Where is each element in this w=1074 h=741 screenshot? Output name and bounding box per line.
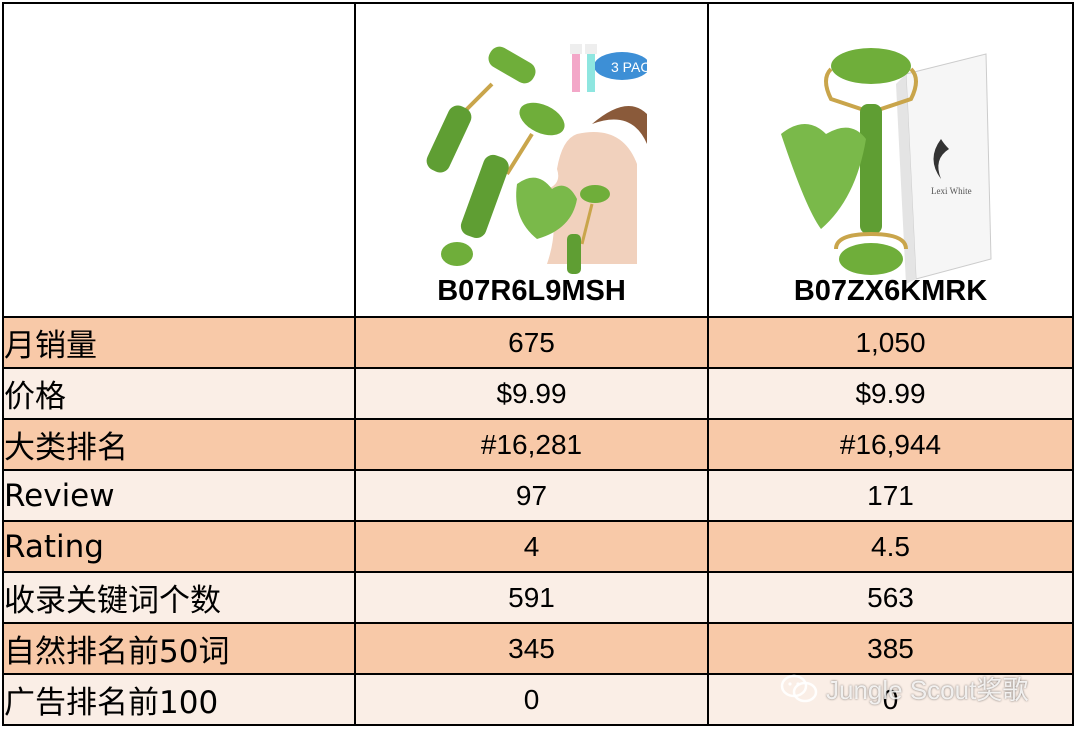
product-asin-2: B07ZX6KMRK: [793, 275, 988, 307]
table-row: 收录关键词个数 591 563: [2, 571, 1074, 624]
product-cell-1: 3 PAC: [354, 2, 709, 318]
comparison-table: 3 PAC: [2, 2, 1074, 726]
table-row: 广告排名前100 0 0: [2, 673, 1074, 726]
row-label: 月销量: [2, 316, 356, 369]
wechat-icon: [780, 674, 818, 702]
row-label: Rating: [2, 520, 356, 573]
table-row: Rating 4 4.5: [2, 520, 1074, 573]
cell-value: #16,944: [707, 418, 1074, 471]
cell-value: 0: [707, 673, 1074, 726]
cell-value: 1,050: [707, 316, 1074, 369]
cell-value: 385: [707, 622, 1074, 675]
watermark: Jungle Scout奖歌: [780, 670, 1028, 707]
row-label: 价格: [2, 367, 356, 420]
svg-text:3 PAC: 3 PAC: [611, 59, 647, 75]
table-row: Review 97 171: [2, 469, 1074, 522]
jade-roller-set-image: 3 PAC: [426, 44, 647, 274]
cell-value: 171: [707, 469, 1074, 522]
empty-corner-cell: [2, 2, 356, 318]
cell-value: 563: [707, 571, 1074, 624]
product-header-row: 3 PAC: [2, 2, 1074, 318]
table-row: 自然排名前50词 345 385: [2, 622, 1074, 675]
cell-value: $9.99: [707, 367, 1074, 420]
row-label: 大类排名: [2, 418, 356, 471]
cell-value: 97: [354, 469, 709, 522]
jade-roller-box-image: Lexi White: [780, 48, 992, 284]
svg-text:Lexi White: Lexi White: [931, 186, 972, 196]
cell-value: 345: [354, 622, 709, 675]
cell-value: 675: [354, 316, 709, 369]
product-cell-2: Lexi White B07ZX6KMRK: [707, 2, 1074, 318]
row-label: 收录关键词个数: [2, 571, 356, 624]
table-row: 大类排名 #16,281 #16,944: [2, 418, 1074, 471]
table-row: 月销量 675 1,050: [2, 316, 1074, 369]
row-label: 广告排名前100: [2, 673, 356, 726]
cell-value: #16,281: [354, 418, 709, 471]
row-label: 自然排名前50词: [2, 622, 356, 675]
watermark-text: Jungle Scout奖歌: [826, 675, 1029, 705]
cell-value: $9.99: [354, 367, 709, 420]
cell-value: 0: [354, 673, 709, 726]
table-row: 价格 $9.99 $9.99: [2, 367, 1074, 420]
cell-value: 591: [354, 571, 709, 624]
cell-value: 4.5: [707, 520, 1074, 573]
cell-value: 4: [354, 520, 709, 573]
row-label: Review: [2, 469, 356, 522]
product-asin-1: B07R6L9MSH: [437, 275, 626, 307]
